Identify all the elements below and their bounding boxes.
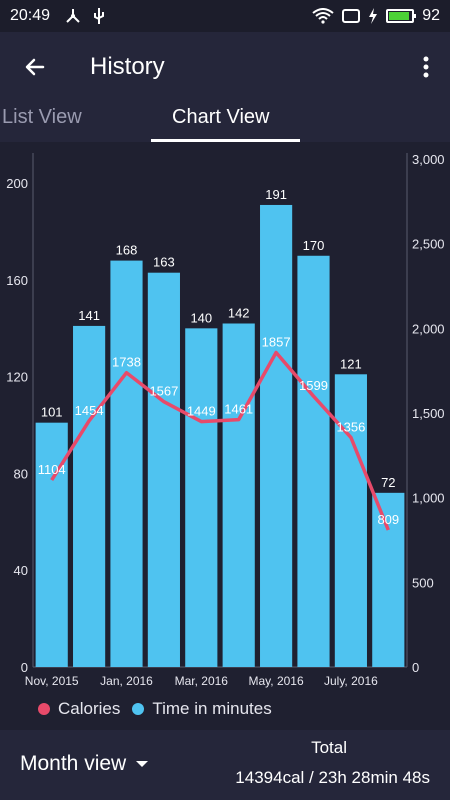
tab-list-view[interactable]: List View [2, 106, 82, 128]
back-button[interactable] [0, 32, 70, 102]
line-data-label: 1104 [38, 462, 66, 477]
bar [110, 260, 143, 667]
left-tick-label: 40 [14, 563, 28, 578]
bar-data-label: 72 [381, 475, 395, 490]
line-data-label: 1356 [336, 419, 365, 434]
right-tick-label: 2,500 [412, 237, 445, 252]
calories-line [50, 350, 390, 531]
tab-chart-view[interactable]: Chart View [172, 106, 270, 128]
chart-legend: Calories Time in minutes [38, 699, 284, 719]
legend-dot-time [132, 703, 145, 715]
legend-label-time: Time in minutes [152, 699, 272, 718]
battery-icon [386, 9, 417, 23]
bar [260, 204, 293, 667]
total-label: Total [311, 738, 347, 757]
right-tick-label: 2,000 [412, 321, 445, 336]
arrow-left-icon [25, 58, 45, 76]
left-tick-label: 0 [21, 660, 28, 675]
bar [147, 272, 180, 667]
line-data-label: 1454 [75, 403, 104, 418]
legend-item-calories: Calories [38, 699, 120, 719]
status-time: 20:49 [10, 7, 51, 24]
bar-data-label: 141 [78, 308, 100, 323]
line-data-label: 809 [377, 512, 399, 527]
usb-icon [94, 8, 105, 24]
right-tick-label: 1,500 [412, 406, 445, 421]
right-tick-label: 500 [412, 575, 434, 590]
bar [372, 492, 405, 667]
x-tick-label: May, 2016 [249, 674, 304, 688]
line-data-label: 1857 [262, 335, 291, 350]
legend-dot-calories [38, 703, 50, 715]
line-data-label: 1449 [187, 404, 216, 419]
history-chart: 0 40 80 120 160 200 0 500 1,000 1,500 2,000 2,500 3,… [6, 152, 445, 688]
more-vertical-icon [423, 56, 429, 78]
total-value: 14394cal / 23h 28min 48s [235, 768, 430, 787]
charging-icon [369, 8, 378, 24]
overflow-menu-button[interactable] [402, 32, 450, 102]
x-tick-label: Mar, 2016 [175, 674, 229, 688]
bar-data-label: 140 [190, 310, 212, 325]
bar-data-label: 142 [228, 305, 250, 320]
bar [334, 374, 367, 667]
left-tick-label: 160 [6, 273, 28, 288]
right-tick-label: 3,000 [412, 152, 445, 167]
bar-data-label: 163 [153, 255, 175, 270]
left-tick-label: 120 [6, 370, 28, 385]
left-tick-label: 200 [6, 176, 28, 191]
bar-data-label: 170 [303, 238, 325, 253]
x-tick-label: Jan, 2016 [100, 674, 153, 688]
status-bar: 20:49 92 [0, 0, 450, 32]
view-mode-label: Month view [20, 752, 127, 775]
wifi-icon [312, 8, 334, 24]
line-data-label: 1738 [112, 355, 141, 370]
caret-down-icon [136, 761, 149, 767]
bar [73, 325, 106, 667]
tab-indicator [151, 139, 300, 142]
bar [222, 323, 255, 667]
line-data-label: 1461 [224, 402, 253, 417]
screen-icon [342, 9, 361, 23]
right-tick-label: 0 [412, 660, 419, 675]
x-tick-label: July, 2016 [324, 674, 378, 688]
battery-percent: 92 [422, 7, 440, 24]
bar-data-label: 191 [265, 187, 287, 202]
usb-tether-icon [66, 9, 80, 23]
bar [297, 255, 330, 667]
app-bar: History [0, 32, 450, 102]
legend-item-time: Time in minutes [132, 699, 272, 719]
bar-data-label: 101 [41, 405, 63, 420]
view-mode-dropdown[interactable]: Month view [20, 752, 149, 776]
bar-data-label: 121 [340, 356, 362, 371]
line-data-label: 1599 [299, 378, 328, 393]
bar-data-label: 168 [116, 243, 138, 258]
x-tick-label: Nov, 2015 [25, 674, 79, 688]
left-tick-label: 80 [14, 466, 28, 481]
footer-bar: Month view Total 14394cal / 23h 28min 48… [0, 730, 450, 800]
right-tick-label: 1,000 [412, 491, 445, 506]
tab-bar: List View Chart View [0, 102, 450, 142]
line-data-label: 1567 [149, 384, 178, 399]
page-title: History [90, 53, 165, 80]
legend-label-calories: Calories [58, 699, 121, 718]
bar [185, 328, 218, 667]
